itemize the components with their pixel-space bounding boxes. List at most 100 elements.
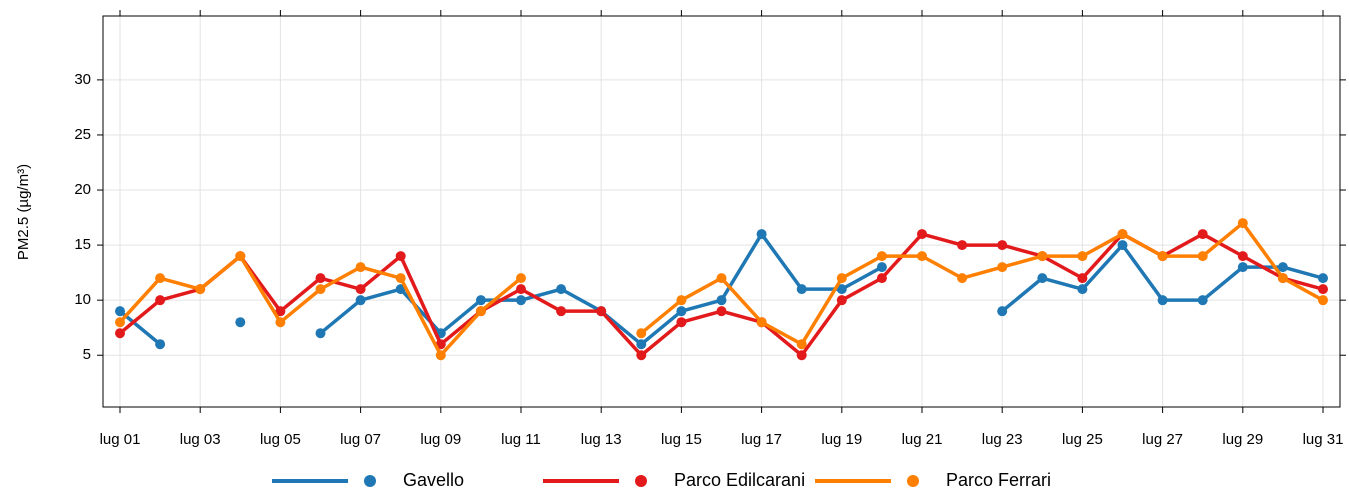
y-tick-label: 20 [74, 181, 91, 198]
data-point [676, 295, 687, 306]
data-point [155, 273, 166, 284]
data-point [435, 350, 446, 361]
data-point [917, 251, 927, 262]
data-point [315, 284, 326, 295]
data-point [115, 306, 125, 317]
y-tick-label: 10 [74, 291, 91, 308]
data-point [275, 317, 286, 328]
data-point [556, 306, 567, 317]
x-tick-label: lug 29 [1222, 431, 1263, 448]
data-point [1237, 251, 1248, 262]
legend-dot [635, 475, 647, 487]
data-point [676, 306, 687, 317]
data-point [836, 295, 847, 306]
data-point [315, 273, 326, 284]
data-point [516, 295, 526, 306]
data-point [355, 262, 366, 273]
data-point [1077, 273, 1088, 284]
data-point [997, 262, 1008, 273]
data-point [997, 240, 1008, 251]
data-point [275, 306, 286, 317]
data-point [1277, 273, 1288, 284]
x-tick-label: lug 11 [501, 431, 541, 448]
data-point [636, 339, 647, 350]
data-point [1318, 284, 1328, 295]
data-point [235, 251, 246, 262]
data-point [1237, 218, 1248, 229]
data-point [1237, 262, 1248, 273]
data-point [516, 284, 526, 295]
data-point [716, 273, 727, 284]
data-point [876, 262, 887, 273]
y-axis-label: PM2.5 (µg/m³) [15, 164, 32, 260]
data-point [716, 306, 727, 317]
plot-frame [102, 15, 1341, 408]
data-point [235, 317, 246, 328]
x-tick-label: lug 07 [340, 431, 381, 448]
data-point [1318, 273, 1328, 284]
data-point [1157, 251, 1168, 262]
x-tick-label: lug 05 [260, 431, 301, 448]
data-point [1157, 295, 1168, 306]
data-point [195, 284, 206, 295]
y-tick-label: 30 [74, 71, 91, 88]
series-line [118, 232, 1324, 357]
data-point [1037, 251, 1048, 262]
data-point [1318, 295, 1328, 306]
data-point [1037, 273, 1048, 284]
data-point [957, 240, 968, 251]
data-point [1077, 251, 1088, 262]
data-point [315, 328, 326, 339]
x-tick-label: lug 03 [180, 431, 221, 448]
data-point [355, 295, 366, 306]
data-point [1197, 229, 1208, 240]
data-point [636, 350, 647, 361]
data-point [596, 306, 607, 317]
data-point [115, 317, 125, 328]
data-point [115, 328, 125, 339]
data-point [796, 284, 807, 295]
data-point [475, 295, 486, 306]
series-line [118, 221, 1324, 357]
x-tick-label: lug 19 [821, 431, 862, 448]
data-point [395, 273, 406, 284]
data-point [716, 295, 727, 306]
data-point [796, 339, 807, 350]
data-point [355, 284, 366, 295]
x-tick-label: lug 13 [581, 431, 622, 448]
legend-label: Parco Edilcarani [674, 470, 805, 490]
data-point [475, 306, 486, 317]
data-point [957, 273, 968, 284]
y-tick-label: 15 [74, 236, 91, 253]
data-point [917, 229, 927, 240]
data-point [395, 251, 406, 262]
y-tick-label: 25 [74, 126, 91, 143]
series-line [118, 232, 1324, 346]
data-point [1197, 295, 1208, 306]
data-point [1117, 240, 1128, 251]
data-point [997, 306, 1008, 317]
data-point [636, 328, 647, 339]
legend-dot [907, 475, 919, 487]
data-point [1277, 262, 1288, 273]
legend-label: Parco Ferrari [946, 470, 1051, 490]
data-point [876, 251, 887, 262]
data-point [756, 317, 767, 328]
x-tick-label: lug 15 [661, 431, 702, 448]
x-tick-label: lug 31 [1303, 431, 1344, 448]
data-point [676, 317, 687, 328]
data-point [796, 350, 807, 361]
data-point [756, 229, 767, 240]
legend-dot [364, 475, 376, 487]
data-point [155, 295, 166, 306]
y-tick-label: 5 [83, 346, 91, 363]
data-point [1197, 251, 1208, 262]
data-point [876, 273, 887, 284]
x-tick-label: lug 01 [100, 431, 141, 448]
x-tick-label: lug 09 [420, 431, 461, 448]
data-point [836, 284, 847, 295]
data-point [1117, 229, 1128, 240]
x-tick-label: lug 17 [741, 431, 782, 448]
